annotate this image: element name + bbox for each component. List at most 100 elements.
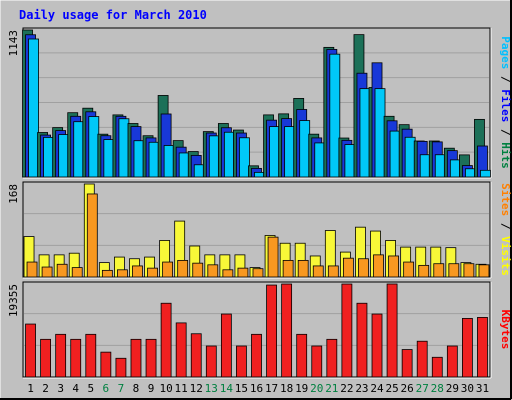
ymax-label-visits: 168 — [7, 184, 20, 204]
bar-hits-pages-day-25 — [389, 130, 401, 178]
bar-hits-pages-day-15 — [239, 137, 250, 178]
bar-kbytes-kbytes-day-29 — [446, 345, 458, 378]
bar-visits-sites-day-29 — [448, 263, 460, 278]
x-label-day-26: 26 — [401, 382, 414, 395]
bar-visits-sites-day-5 — [86, 193, 98, 278]
bar-visits-sites-day-13 — [207, 264, 219, 278]
bar-kbytes-kbytes-day-15 — [236, 345, 247, 378]
bar-hits-pages-day-31 — [480, 169, 491, 178]
bar-visits-sites-day-10 — [162, 261, 174, 278]
panel-visits: 168 Sites / Visits — [7, 181, 512, 279]
bar-hits-pages-day-6 — [103, 139, 115, 178]
bar-visits-sites-day-19 — [297, 259, 309, 278]
bar-kbytes-kbytes-day-11 — [175, 322, 187, 378]
plot-area-visits — [22, 181, 491, 278]
bar-kbytes-kbytes-day-17 — [266, 284, 277, 378]
bar-kbytes-kbytes-day-10 — [160, 302, 172, 378]
right-label-kbytes: KBytes — [499, 310, 512, 350]
bar-hits-pages-day-3 — [58, 134, 70, 178]
bar-visits-sites-day-24 — [373, 254, 384, 278]
bar-kbytes-kbytes-day-13 — [205, 345, 217, 378]
x-label-day-24: 24 — [370, 382, 384, 395]
bar-visits-sites-day-21 — [327, 265, 339, 278]
bar-hits-pages-day-20 — [314, 142, 326, 178]
bar-kbytes-kbytes-day-20 — [311, 345, 323, 378]
bar-visits-sites-day-17 — [267, 236, 279, 278]
bar-hits-pages-day-8 — [133, 140, 145, 178]
ymax-label-kbytes: 19355 — [7, 284, 20, 317]
bar-kbytes-kbytes-day-22 — [341, 283, 353, 378]
right-label-part: / — [499, 122, 512, 142]
bar-hits-pages-day-21 — [329, 53, 341, 178]
bar-visits-sites-day-30 — [463, 263, 475, 278]
panel-hits: 1143 Pages / Files / Hits — [7, 27, 512, 179]
bar-hits-pages-day-16 — [254, 171, 265, 178]
right-label-part: Hits — [499, 142, 512, 169]
bar-visits-sites-day-22 — [342, 257, 354, 278]
x-label-day-11: 11 — [175, 382, 188, 395]
bar-kbytes-kbytes-day-5 — [85, 333, 97, 378]
bar-hits-pages-day-22 — [344, 144, 356, 178]
bar-hits-pages-day-7 — [118, 118, 130, 178]
x-label-day-6: 6 — [103, 382, 110, 395]
x-label-day-5: 5 — [87, 382, 94, 395]
right-label-visits: Sites / Visits — [499, 183, 512, 276]
right-label-part: / — [499, 69, 512, 89]
bar-kbytes-kbytes-day-1 — [25, 323, 36, 378]
x-label-day-18: 18 — [280, 382, 293, 395]
bar-kbytes-kbytes-day-9 — [145, 338, 157, 378]
chart-title: Daily usage for March 2010 — [19, 8, 207, 22]
bar-hits-pages-day-26 — [404, 136, 416, 178]
bar-hits-pages-day-12 — [193, 164, 205, 178]
x-label-day-2: 2 — [42, 382, 49, 395]
bar-kbytes-kbytes-day-23 — [356, 302, 368, 378]
bar-kbytes-kbytes-day-12 — [190, 333, 202, 378]
x-label-day-31: 31 — [476, 382, 489, 395]
bar-kbytes-kbytes-day-18 — [281, 283, 293, 378]
x-label-day-28: 28 — [431, 382, 444, 395]
bar-hits-pages-day-14 — [223, 131, 235, 178]
bar-visits-sites-day-12 — [192, 262, 204, 278]
right-label-part: Visits — [499, 236, 512, 276]
bar-kbytes-kbytes-day-8 — [130, 338, 142, 378]
bar-hits-pages-day-29 — [449, 159, 461, 178]
bar-hits-pages-day-9 — [148, 141, 160, 178]
x-label-day-8: 8 — [133, 382, 140, 395]
x-label-day-4: 4 — [72, 382, 79, 395]
bar-visits-sites-day-23 — [358, 258, 369, 278]
bar-kbytes-kbytes-day-26 — [401, 349, 413, 378]
bar-visits-sites-day-27 — [418, 264, 430, 278]
bar-hits-pages-day-30 — [465, 168, 476, 178]
bar-hits-pages-day-2 — [43, 136, 54, 178]
bar-kbytes-kbytes-day-4 — [70, 338, 82, 378]
bar-kbytes-kbytes-day-30 — [462, 318, 473, 378]
bar-visits-sites-day-14 — [222, 269, 234, 278]
x-label-day-16: 16 — [250, 382, 263, 395]
bar-visits-sites-day-4 — [71, 267, 83, 278]
chart-panels: 1143 Pages / Files / Hits 168 Sites / Visit… — [7, 27, 512, 379]
bar-visits-sites-day-20 — [312, 265, 324, 278]
right-label-part: / — [499, 216, 512, 236]
panel-kbytes: 19355 KBytes — [7, 281, 512, 379]
bar-kbytes-kbytes-day-25 — [386, 283, 398, 378]
bar-visits-sites-day-18 — [282, 259, 294, 278]
x-axis-labels: 1 2 3 4 5 6 7 8 9 10 11 12 13 14 15 16 17 18 19 20 21 22 23 24 2… — [27, 382, 489, 395]
right-label-part: Sites — [499, 183, 512, 216]
x-label-day-19: 19 — [295, 382, 308, 395]
x-label-day-22: 22 — [340, 382, 353, 395]
x-label-day-23: 23 — [355, 382, 368, 395]
bar-hits-pages-day-1 — [28, 38, 39, 178]
x-label-day-29: 29 — [446, 382, 459, 395]
right-label-part: Pages — [499, 36, 512, 69]
x-label-day-13: 13 — [205, 382, 218, 395]
bar-hits-pages-day-28 — [434, 154, 446, 178]
x-label-day-7: 7 — [118, 382, 125, 395]
x-label-day-1: 1 — [27, 382, 34, 395]
bar-visits-sites-day-2 — [41, 266, 53, 278]
bar-visits-sites-day-9 — [147, 267, 158, 278]
bar-visits-sites-day-3 — [56, 263, 68, 278]
x-label-day-27: 27 — [416, 382, 429, 395]
right-label-part: Files — [499, 89, 512, 122]
